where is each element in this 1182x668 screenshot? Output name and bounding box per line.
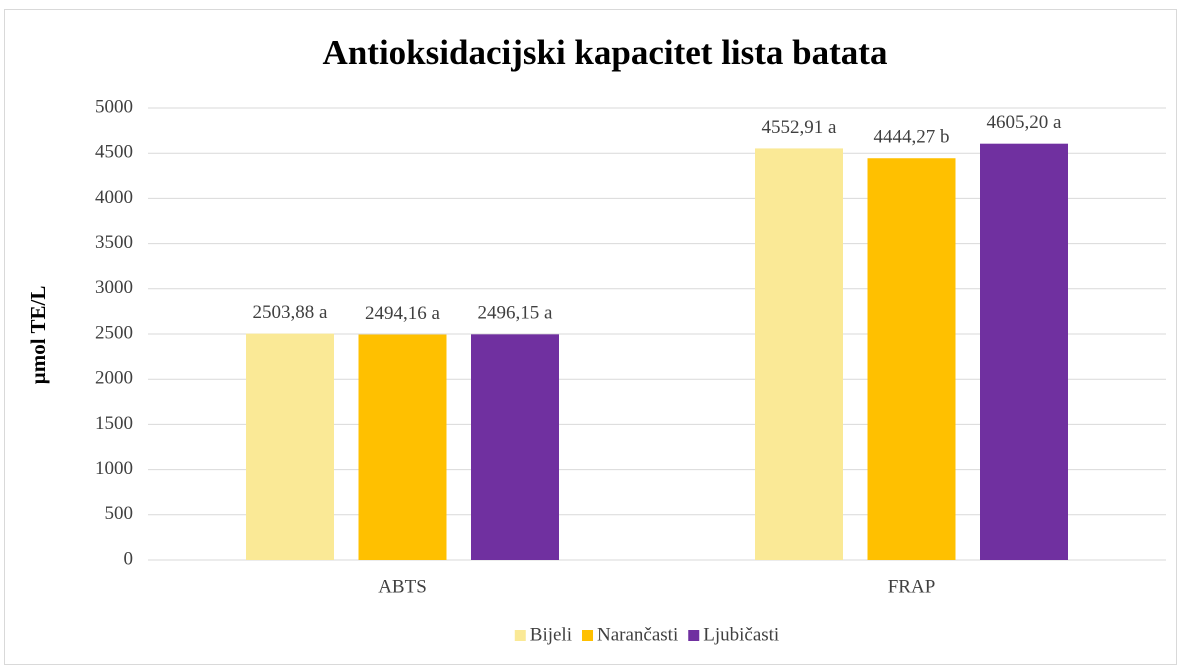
bar [755,148,843,560]
legend-label: Ljubičasti [703,624,779,645]
legend-label: Bijeli [530,624,572,645]
value-label: 2496,15 a [478,303,554,324]
chart-title: Antioksidacijski kapacitet lista batata [323,33,888,72]
y-tick-label: 4500 [95,142,133,163]
legend-swatch [688,630,700,641]
bar [867,158,956,561]
legend-swatch [514,630,526,641]
value-label: 4605,20 a [987,112,1063,133]
y-tick-label: 3500 [95,232,133,253]
y-axis-label: µmol TE/L [26,286,50,385]
bar [980,143,1068,560]
bar [358,334,447,560]
y-tick-label: 4000 [95,187,133,208]
y-tick-label: 2000 [95,368,133,389]
y-tick-label: 5000 [95,96,133,117]
value-label: 4444,27 b [874,127,950,148]
value-label: 2494,16 a [365,303,441,324]
bar [246,333,334,560]
y-tick-label: 0 [124,548,134,569]
y-tick-label: 3000 [95,277,133,298]
y-tick-label: 2500 [95,322,133,343]
legend-label: Narančasti [597,624,678,645]
y-tick-label: 1500 [95,413,133,434]
x-tick-label: ABTS [378,576,427,597]
y-tick-label: 1000 [95,458,133,479]
bar [471,334,559,560]
value-label: 2503,88 a [253,302,329,323]
legend-swatch [582,630,594,641]
y-tick-label: 500 [105,503,134,524]
value-label: 4552,91 a [762,117,838,138]
x-tick-label: FRAP [888,576,936,597]
